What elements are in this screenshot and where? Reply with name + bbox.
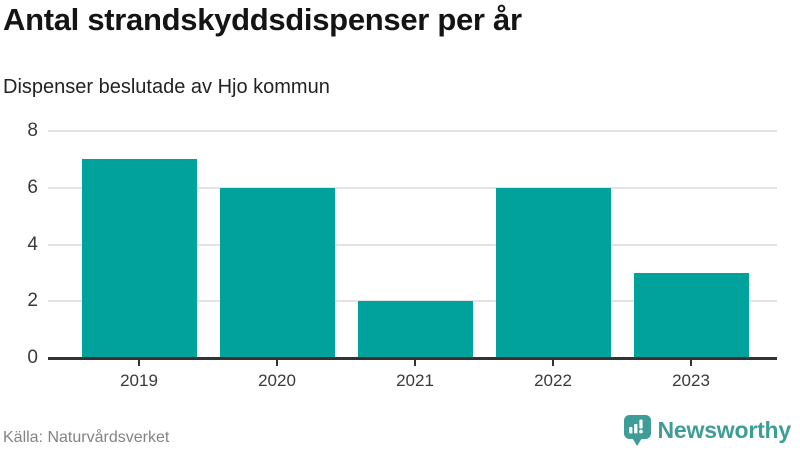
gridline [48, 130, 777, 132]
newsworthy-wordmark: Newsworthy [657, 417, 792, 443]
x-tick-label: 2020 [258, 371, 296, 390]
x-axis-tick [138, 360, 140, 366]
x-axis-tick [414, 360, 416, 366]
newsworthy-logo: Newsworthy [623, 415, 792, 446]
y-axis: 0 2 4 6 8 [0, 120, 38, 368]
x-axis-tick [276, 360, 278, 366]
y-tick-label: 8 [27, 120, 38, 141]
gridline [48, 186, 777, 189]
bar-2020 [219, 188, 335, 358]
chart-subtitle: Dispenser beslutade av Hjo kommun [3, 76, 330, 98]
y-tick-label: 4 [27, 233, 38, 255]
gridline [48, 243, 777, 246]
plot-area: 2019 2020 2021 2022 2023 [48, 130, 777, 390]
bar-2019 [81, 159, 197, 358]
y-tick-label: 2 [27, 290, 38, 312]
newsworthy-speech-bubble-barchart-icon [623, 415, 651, 446]
x-axis-tick [552, 360, 554, 366]
bar-2022 [495, 188, 611, 358]
bar-2023 [633, 273, 749, 358]
x-tick-label: 2019 [120, 371, 158, 390]
x-tick-label: 2021 [396, 371, 434, 390]
y-tick-label: 0 [27, 347, 38, 368]
x-tick-label: 2023 [672, 371, 710, 390]
y-tick-label: 6 [27, 176, 38, 198]
x-tick-label: 2022 [534, 371, 572, 390]
bar-2021 [357, 301, 473, 358]
chart-title: Antal strandskyddsdispenser per år [3, 2, 522, 37]
x-axis-tick [690, 360, 692, 366]
source-note: Källa: Naturvårdsverket [3, 429, 170, 446]
x-axis-line [48, 357, 777, 360]
